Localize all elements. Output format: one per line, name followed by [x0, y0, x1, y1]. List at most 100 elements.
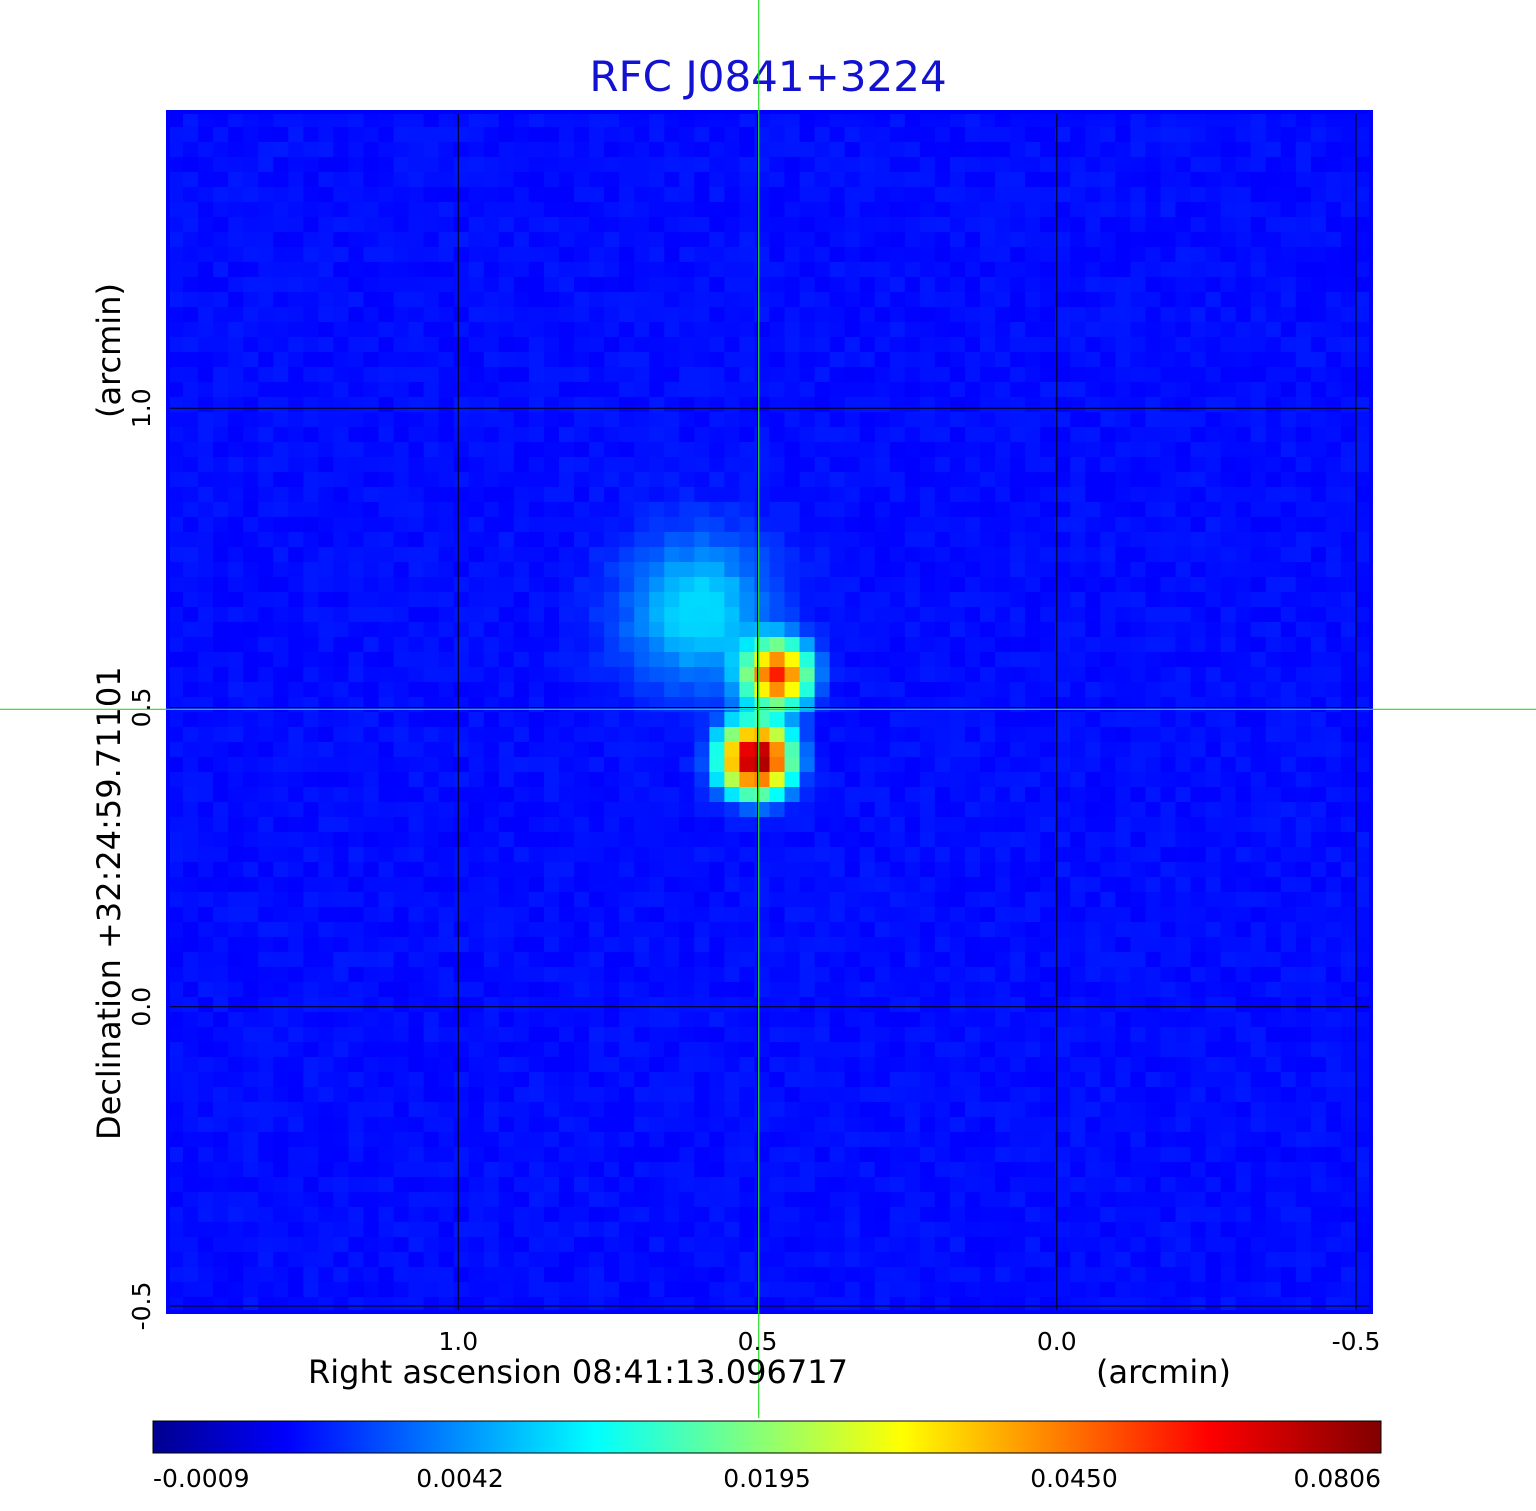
- heatmap-cell: [664, 922, 680, 938]
- heatmap-cell: [919, 967, 936, 983]
- heatmap-cell: [303, 472, 319, 488]
- heatmap-cell: [558, 652, 575, 668]
- heatmap-cell: [829, 1027, 846, 1043]
- heatmap-cell: [1250, 622, 1267, 638]
- heatmap-cell: [784, 1027, 801, 1043]
- heatmap-cell: [363, 937, 380, 953]
- heatmap-cell: [694, 337, 710, 353]
- heatmap-cell: [934, 202, 951, 218]
- heatmap-cell: [574, 217, 590, 233]
- heatmap-cell: [1325, 817, 1342, 833]
- heatmap-cell: [679, 322, 695, 338]
- heatmap-cell: [754, 892, 771, 908]
- heatmap-cell: [168, 562, 184, 578]
- heatmap-cell: [949, 982, 966, 998]
- heatmap-cell: [1235, 247, 1252, 263]
- heatmap-cell: [1145, 397, 1162, 413]
- heatmap-cell: [919, 172, 936, 188]
- heatmap-cell: [1355, 172, 1372, 188]
- heatmap-cell: [1220, 697, 1237, 713]
- heatmap-cell: [1085, 982, 1101, 998]
- heatmap-cell: [318, 667, 335, 683]
- heatmap-cell: [964, 997, 981, 1013]
- heatmap-cell: [949, 307, 966, 323]
- heatmap-cell: [1265, 382, 1282, 398]
- heatmap-cell: [664, 982, 680, 998]
- heatmap-cell: [634, 967, 650, 983]
- heatmap-cell: [634, 502, 650, 518]
- heatmap-cell: [1085, 217, 1101, 233]
- heatmap-cell: [844, 472, 861, 488]
- heatmap-cell: [1115, 217, 1131, 233]
- heatmap-cell: [919, 547, 936, 563]
- heatmap-cell: [664, 817, 680, 833]
- heatmap-cell: [528, 832, 545, 848]
- heatmap-cell: [1295, 922, 1312, 938]
- heatmap-cell: [1130, 547, 1147, 563]
- heatmap-cell: [1160, 1012, 1177, 1028]
- heatmap-cell: [995, 817, 1011, 833]
- heatmap-cell: [980, 172, 996, 188]
- heatmap-cell: [168, 592, 184, 608]
- heatmap-cell: [243, 547, 259, 563]
- heatmap-cell: [423, 667, 440, 683]
- heatmap-cell: [423, 772, 440, 788]
- heatmap-cell: [348, 187, 365, 203]
- heatmap-cell: [1025, 127, 1041, 143]
- heatmap-cell: [934, 742, 951, 758]
- heatmap-cell: [1325, 442, 1342, 458]
- heatmap-cell: [1190, 442, 1207, 458]
- heatmap-cell: [1310, 982, 1327, 998]
- heatmap-cell: [378, 247, 395, 263]
- heatmap-cell: [498, 892, 515, 908]
- heatmap-cell: [664, 892, 680, 908]
- heatmap-cell: [483, 742, 500, 758]
- heatmap-cell: [964, 742, 981, 758]
- heatmap-cell: [453, 217, 470, 233]
- heatmap-cell: [619, 427, 635, 443]
- heatmap-cell: [980, 442, 996, 458]
- heatmap-cell: [949, 412, 966, 428]
- heatmap-cell: [619, 922, 635, 938]
- heatmap-cell: [859, 907, 876, 923]
- heatmap-cell: [408, 457, 425, 473]
- heatmap-cell: [243, 412, 259, 428]
- heatmap-cell: [528, 1027, 545, 1043]
- heatmap-cell: [694, 727, 710, 743]
- heatmap-cell: [558, 187, 575, 203]
- heatmap-cell: [198, 472, 214, 488]
- heatmap-cell: [889, 277, 906, 293]
- heatmap-cell: [1280, 1012, 1297, 1028]
- heatmap-cell: [814, 217, 831, 233]
- heatmap-cell: [1070, 817, 1086, 833]
- heatmap-cell: [1175, 997, 1192, 1013]
- heatmap-cell: [288, 607, 304, 623]
- heatmap-cell: [423, 697, 440, 713]
- heatmap-cell: [874, 427, 891, 443]
- heatmap-cell: [1280, 547, 1297, 563]
- heatmap-cell: [1340, 937, 1357, 953]
- heatmap-cell: [423, 397, 440, 413]
- heatmap-cell: [183, 247, 199, 263]
- heatmap-cell: [1265, 337, 1282, 353]
- heatmap-cell: [829, 667, 846, 683]
- heatmap-cell: [1130, 832, 1147, 848]
- heatmap-cell: [1220, 367, 1237, 383]
- heatmap-cell: [754, 652, 771, 668]
- heatmap-cell: [1295, 832, 1312, 848]
- heatmap-cell: [1280, 292, 1297, 308]
- heatmap-cell: [1130, 922, 1147, 938]
- heatmap-cell: [649, 697, 665, 713]
- heatmap-cell: [1340, 892, 1357, 908]
- heatmap-cell: [1175, 952, 1192, 968]
- heatmap-cell: [1085, 787, 1101, 803]
- heatmap-cell: [724, 862, 741, 878]
- heatmap-cell: [604, 997, 620, 1013]
- heatmap-cell: [363, 412, 380, 428]
- heatmap-cell: [528, 322, 545, 338]
- heatmap-cell: [558, 157, 575, 173]
- heatmap-cell: [258, 217, 274, 233]
- heatmap-cell: [1040, 112, 1056, 128]
- heatmap-cell: [799, 757, 816, 773]
- heatmap-cell: [1325, 862, 1342, 878]
